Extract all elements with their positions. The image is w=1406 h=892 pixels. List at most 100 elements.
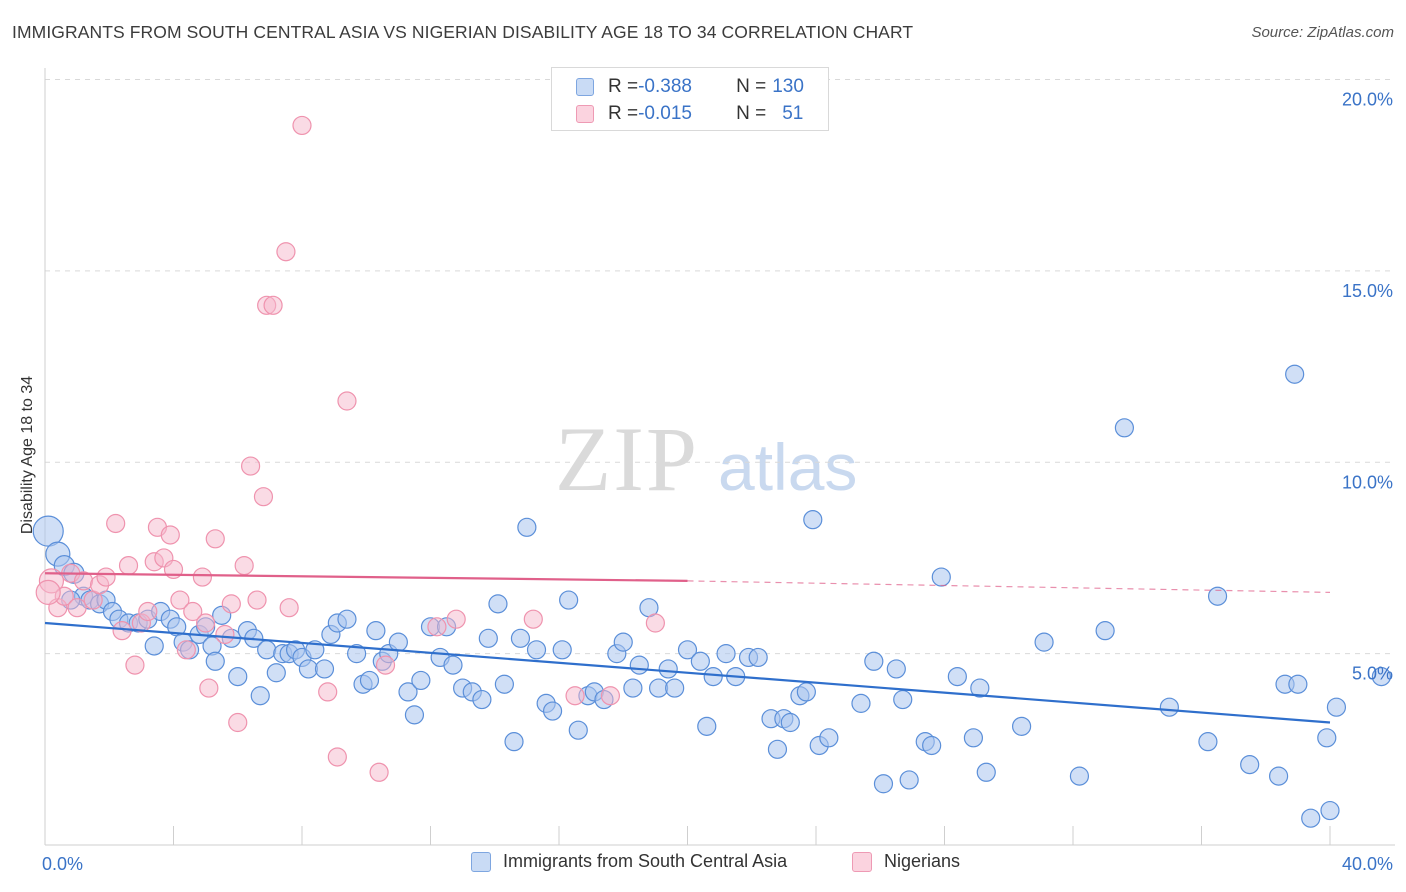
data-point-immigrants: [1288, 674, 1308, 694]
data-point-immigrants: [517, 517, 537, 537]
data-point-nigerians: [176, 640, 196, 660]
data-point-immigrants: [568, 720, 588, 740]
correlation-legend: R = -0.388 N = 130 R = -0.015 N = 51: [551, 67, 829, 131]
data-point-immigrants: [1285, 364, 1305, 384]
watermark-atlas: atlas: [718, 430, 857, 504]
x-tick-label: 40.0%: [1342, 854, 1393, 874]
data-point-nigerians: [234, 555, 254, 576]
legend-swatch-immigrants: [576, 78, 594, 96]
legend-r-label: R =: [608, 76, 639, 97]
data-point-immigrants: [697, 716, 717, 736]
data-point-nigerians: [205, 529, 225, 549]
data-point-nigerians: [96, 567, 116, 587]
data-point-immigrants: [552, 640, 572, 660]
chart-title: IMMIGRANTS FROM SOUTH CENTRAL ASIA VS NI…: [12, 22, 914, 42]
y-axis-label: Disability Age 18 to 34: [19, 375, 36, 535]
data-point-nigerians: [318, 682, 338, 702]
data-point-immigrants: [716, 644, 736, 664]
data-point-nigerians: [263, 295, 283, 315]
data-point-immigrants: [398, 682, 418, 702]
data-point-immigrants: [266, 663, 286, 683]
data-point-immigrants: [886, 659, 906, 679]
data-point-nigerians: [369, 762, 389, 782]
legend-n-label: N =: [736, 103, 767, 124]
data-point-nigerians: [35, 579, 61, 605]
data-point-immigrants: [803, 510, 823, 530]
data-point-immigrants: [366, 621, 386, 641]
y-tick-label: 10.0%: [1342, 472, 1393, 492]
data-point-immigrants: [677, 640, 698, 660]
trend-lines: [44, 572, 1331, 724]
data-point-immigrants: [796, 682, 816, 702]
data-point-immigrants: [613, 632, 633, 652]
data-point-immigrants: [1320, 800, 1340, 821]
data-point-immigrants: [443, 655, 463, 675]
data-point-nigerians: [241, 456, 261, 476]
data-point-immigrants: [504, 732, 524, 752]
data-point-nigerians: [183, 601, 203, 622]
data-point-immigrants: [542, 701, 563, 721]
data-point-nigerians: [523, 609, 543, 629]
data-point-immigrants: [629, 655, 649, 675]
data-point-immigrants: [1034, 632, 1054, 652]
legend-row-nigerians: R = -0.015 N = 51: [552, 101, 803, 127]
data-point-immigrants: [144, 636, 164, 656]
data-point-immigrants: [947, 666, 967, 687]
data-point-immigrants: [478, 628, 498, 648]
x-tick-labels: 0.0% 40.0%: [42, 854, 1393, 874]
data-point-immigrants: [931, 567, 951, 587]
trend-line-immigrants: [44, 621, 1331, 724]
legend-row-immigrants: R = -0.388 N = 130: [552, 74, 804, 100]
data-point-immigrants: [658, 659, 678, 679]
data-point-immigrants: [1207, 586, 1228, 606]
data-point-nigerians: [215, 624, 235, 645]
data-point-immigrants: [780, 712, 800, 733]
series-nigerians-points: [35, 115, 665, 782]
data-point-nigerians: [247, 590, 267, 610]
data-point-nigerians: [160, 525, 180, 545]
data-point-immigrants: [1198, 732, 1218, 752]
watermark: ZIP atlas: [555, 408, 857, 510]
data-point-immigrants: [1317, 728, 1337, 748]
data-point-immigrants: [690, 651, 710, 671]
data-point-immigrants: [337, 609, 357, 629]
data-point-nigerians: [645, 613, 665, 633]
y-tick-label: 5.0%: [1352, 664, 1393, 684]
data-point-immigrants: [1095, 621, 1115, 641]
data-point-immigrants: [1301, 808, 1321, 828]
series-legend: Immigrants from South Central Asia Niger…: [0, 851, 1406, 877]
data-point-immigrants: [893, 689, 913, 710]
legend-n-label: N =: [736, 76, 767, 97]
data-point-immigrants: [205, 651, 225, 671]
y-tick-labels: 5.0% 10.0% 15.0% 20.0%: [1342, 90, 1393, 684]
legend-swatch-immigrants: [471, 851, 491, 872]
data-point-nigerians: [125, 655, 145, 675]
data-point-immigrants: [1069, 766, 1090, 786]
data-point-nigerians: [106, 513, 126, 534]
data-point-immigrants: [1114, 418, 1135, 438]
data-point-nigerians: [279, 598, 299, 618]
watermark-zip: ZIP: [555, 408, 699, 510]
data-point-immigrants: [1268, 766, 1289, 786]
data-point-immigrants: [623, 678, 643, 698]
data-point-immigrants: [1240, 755, 1260, 775]
data-point-nigerians: [221, 594, 241, 614]
data-point-immigrants: [976, 762, 996, 782]
data-point-immigrants: [864, 651, 884, 671]
data-point-immigrants: [359, 670, 380, 691]
data-point-immigrants: [1159, 697, 1179, 717]
data-point-immigrants: [228, 666, 248, 687]
data-point-immigrants: [559, 590, 579, 610]
legend-r-value: -0.015: [638, 103, 692, 124]
data-point-immigrants: [1011, 716, 1032, 736]
data-point-immigrants: [665, 678, 685, 698]
trend-line-nigerians-extension: [687, 580, 1331, 593]
data-point-nigerians: [327, 747, 347, 767]
y-tick-label: 15.0%: [1342, 281, 1393, 301]
source-credit: Source: ZipAtlas.com: [1251, 24, 1394, 41]
legend-item-immigrants: Immigrants from South Central Asia: [471, 851, 787, 872]
data-point-nigerians: [427, 617, 447, 637]
data-point-nigerians: [276, 242, 296, 262]
legend-item-nigerians: Nigerians: [852, 851, 960, 872]
data-point-nigerians: [112, 621, 132, 641]
